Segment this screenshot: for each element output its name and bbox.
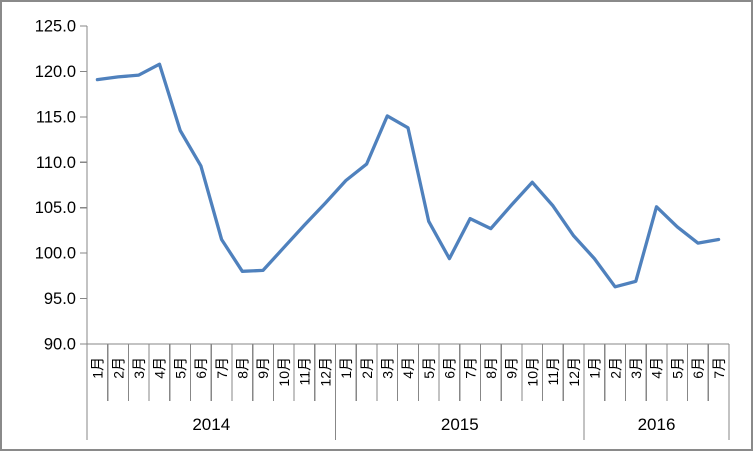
x-year-label: 2014 (192, 415, 230, 434)
x-month-label: 1月 (90, 357, 106, 379)
x-month-label: 10月 (524, 357, 540, 387)
y-tick-label: 95.0 (44, 290, 76, 308)
x-month-label: 2月 (359, 357, 375, 379)
x-month-label: 8月 (483, 357, 499, 379)
x-month-label: 11月 (297, 357, 313, 386)
x-month-label: 7月 (214, 357, 230, 379)
x-month-label: 4月 (152, 357, 168, 379)
x-month-label: 4月 (649, 357, 665, 379)
y-tick-label: 125.0 (35, 18, 76, 36)
x-month-label: 3月 (131, 357, 147, 379)
y-tick-label: 90.0 (44, 336, 76, 354)
y-tick-label: 100.0 (35, 245, 76, 263)
data-series-line (95, 62, 721, 289)
y-tick-label: 110.0 (36, 154, 76, 172)
x-month-label: 1月 (338, 357, 354, 379)
x-month-label: 9月 (255, 357, 271, 379)
x-month-label: 5月 (669, 357, 685, 379)
x-month-label: 2月 (607, 357, 623, 379)
x-month-label: 6月 (442, 357, 458, 379)
y-tick-label: 120.0 (35, 63, 76, 81)
x-month-label: 7月 (462, 357, 478, 379)
x-month-label: 6月 (193, 357, 209, 379)
x-month-label: 9月 (504, 357, 520, 379)
x-month-label: 3月 (628, 357, 644, 379)
x-month-label: 12月 (566, 357, 582, 387)
x-month-label: 6月 (690, 357, 706, 379)
x-month-label: 1月 (587, 357, 603, 379)
x-month-label: 11月 (545, 357, 561, 386)
x-month-label: 5月 (421, 357, 437, 379)
x-year-label: 2016 (638, 415, 676, 434)
x-month-label: 7月 (711, 357, 727, 379)
y-tick-label: 105.0 (35, 199, 76, 217)
x-month-label: 12月 (317, 357, 333, 387)
x-year-label: 2015 (441, 415, 479, 434)
x-month-label: 8月 (235, 357, 251, 379)
x-month-label: 10月 (276, 357, 292, 387)
x-month-label: 3月 (379, 357, 395, 379)
x-month-label: 2月 (110, 357, 126, 379)
y-tick-label: 115.0 (36, 108, 76, 126)
x-month-label: 4月 (400, 357, 416, 379)
x-month-label: 5月 (172, 357, 188, 379)
